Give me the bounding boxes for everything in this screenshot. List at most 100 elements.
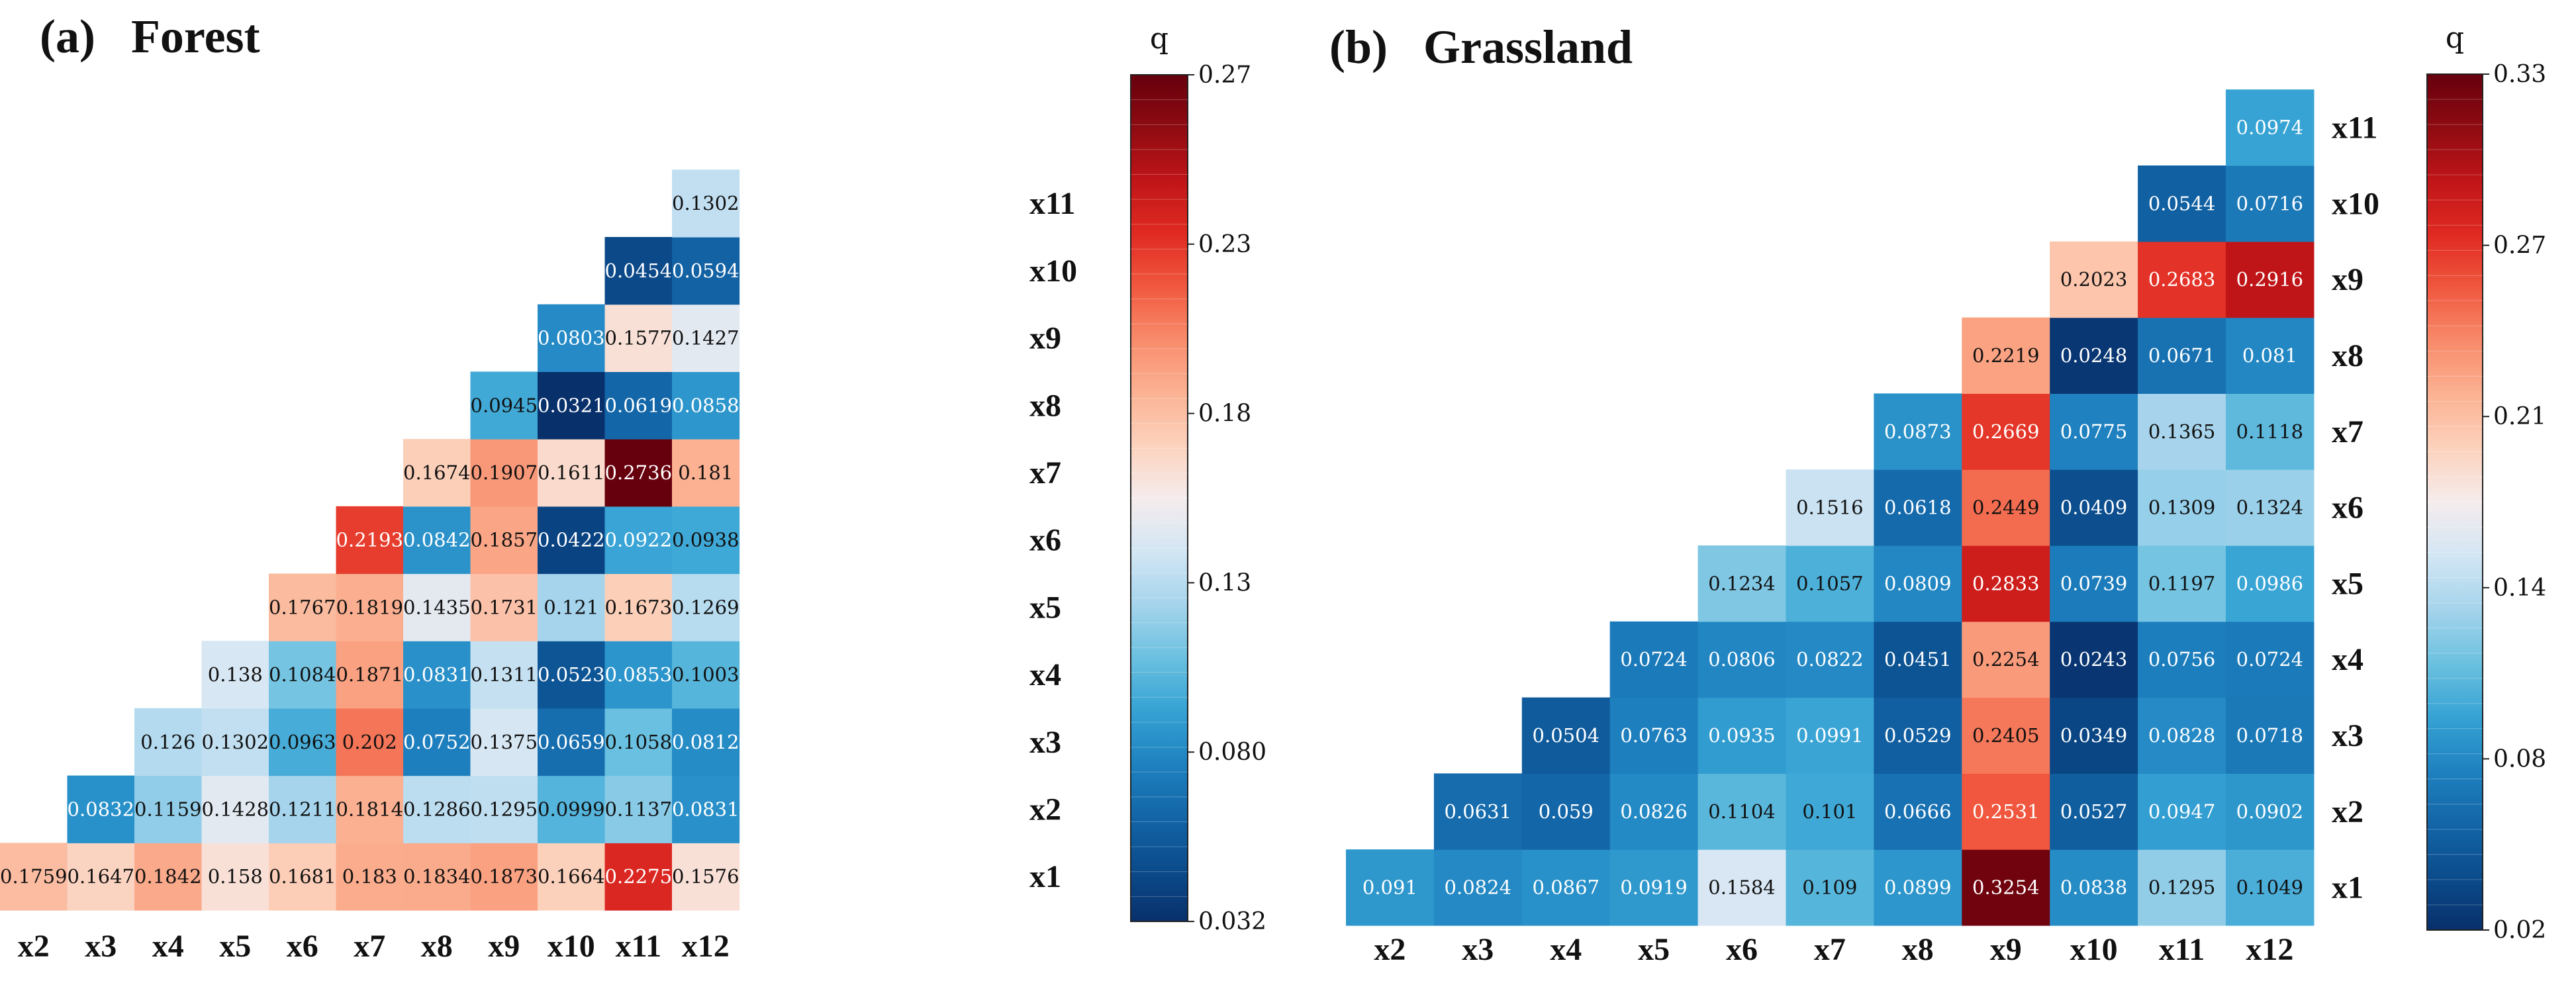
heatmap-cell bbox=[201, 641, 269, 709]
heatmap-cell bbox=[470, 573, 538, 641]
cell-value-label: 0.1118 bbox=[2236, 420, 2303, 443]
heatmap-cell bbox=[538, 439, 606, 507]
heatmap-cell bbox=[538, 775, 606, 843]
heatmap-cell bbox=[2050, 773, 2138, 850]
cell-value-label: 0.1057 bbox=[1796, 572, 1863, 594]
cell-value-label: 0.1873 bbox=[471, 865, 538, 888]
cell-value-label: 0.0935 bbox=[1708, 724, 1775, 747]
heatmap-cell bbox=[2138, 697, 2226, 774]
cell-value-label: 0.0618 bbox=[1884, 496, 1951, 519]
cell-value-label: 0.1611 bbox=[538, 461, 604, 484]
heatmap-cell bbox=[2138, 849, 2226, 926]
x-tick-label: x9 bbox=[1990, 932, 2022, 967]
grassland-heatmap: 0.091 0.0824 0.0867 0.0919 0.1584 0.109 0.0899… bbox=[1346, 21, 2546, 967]
heatmap-cell bbox=[336, 573, 404, 641]
colorbar bbox=[1130, 74, 1188, 922]
cell-value-label: 0.1814 bbox=[336, 798, 403, 820]
cell-value-label: 0.138 bbox=[208, 663, 263, 686]
cell-value-label: 0.0853 bbox=[605, 663, 672, 686]
y-tick-label: x6 bbox=[2332, 490, 2363, 526]
heatmap-cell bbox=[336, 843, 404, 911]
cell-value-label: 0.0454 bbox=[605, 259, 672, 282]
x-tick-label: x10 bbox=[548, 929, 595, 964]
heatmap-cell bbox=[2226, 241, 2314, 318]
heatmap-cell bbox=[2050, 849, 2138, 926]
heatmap-cell bbox=[1874, 697, 1962, 774]
cell-value-label: 0.1084 bbox=[269, 663, 336, 686]
colorbar-tick-label: 0.08 bbox=[2493, 745, 2546, 772]
cell-value-label: 0.0724 bbox=[2236, 648, 2303, 671]
cell-value-label: 0.0321 bbox=[538, 394, 604, 416]
colorbar-tick-label: 0.23 bbox=[1198, 231, 1251, 258]
heatmap-cell bbox=[403, 506, 471, 575]
heatmap-cell bbox=[2138, 317, 2226, 394]
cell-value-label: 0.0831 bbox=[403, 663, 470, 686]
cell-value-label: 0.1197 bbox=[2148, 572, 2215, 594]
heatmap-cell bbox=[470, 641, 538, 709]
heatmap-cell bbox=[1962, 393, 2050, 470]
cell-value-label: 0.0938 bbox=[672, 529, 739, 551]
cell-value-label: 0.126 bbox=[140, 731, 195, 753]
heatmap-cell bbox=[1874, 393, 1962, 470]
heatmap-cell bbox=[1786, 697, 1874, 774]
cell-value-label: 0.0752 bbox=[403, 731, 470, 753]
y-tick-label: x11 bbox=[1029, 186, 1075, 221]
cell-value-label: 0.1375 bbox=[471, 731, 538, 753]
cell-value-label: 0.2683 bbox=[2148, 268, 2215, 291]
cell-value-label: 0.121 bbox=[544, 596, 598, 618]
colorbar-tick-label: 0.032 bbox=[1198, 908, 1266, 935]
cell-value-label: 0.0724 bbox=[1620, 648, 1687, 671]
cell-value-label: 0.1673 bbox=[605, 596, 672, 618]
heatmap-cell bbox=[538, 843, 606, 911]
heatmap-cell bbox=[201, 708, 269, 776]
heatmap-cell bbox=[2138, 545, 2226, 622]
heatmap-cell bbox=[2138, 393, 2226, 470]
cell-value-label: 0.0718 bbox=[2236, 724, 2303, 747]
cell-value-label: 0.1516 bbox=[1796, 496, 1863, 519]
heatmap-cell bbox=[1874, 621, 1962, 698]
heatmap-cell bbox=[2226, 165, 2314, 242]
forest-heatmap: 0.1759 0.1647 0.1842 0.158 0.1681 0.183 0.1834… bbox=[0, 22, 1266, 964]
cell-value-label: 0.202 bbox=[342, 731, 397, 753]
cell-value-label: 0.091 bbox=[1362, 876, 1417, 899]
x-tick-label: x11 bbox=[2159, 932, 2205, 967]
y-tick-label: x4 bbox=[2332, 642, 2363, 677]
heatmap-cell bbox=[470, 708, 538, 776]
cell-value-label: 0.2669 bbox=[1972, 420, 2039, 443]
cell-value-label: 0.1857 bbox=[471, 529, 538, 551]
heatmap-cell bbox=[2050, 545, 2138, 622]
heatmap-cell bbox=[2050, 621, 2138, 698]
colorbar-title: q bbox=[1150, 22, 1169, 56]
cell-value-label: 0.2531 bbox=[1972, 800, 2039, 823]
cell-value-label: 0.1104 bbox=[1708, 800, 1775, 823]
cell-value-label: 0.0775 bbox=[2060, 420, 2127, 443]
heatmap-cell bbox=[470, 506, 538, 575]
cell-value-label: 0.1842 bbox=[134, 865, 201, 888]
heatmap-cell bbox=[2226, 697, 2314, 774]
panel-b-title: (b) Grassland bbox=[1329, 20, 1633, 75]
cell-value-label: 0.1767 bbox=[269, 596, 336, 618]
cell-value-label: 0.1159 bbox=[134, 798, 201, 820]
colorbar-tick-label: 0.14 bbox=[2493, 575, 2546, 602]
heatmap-cell bbox=[1786, 469, 1874, 546]
heatmap-cell bbox=[1874, 545, 1962, 622]
cell-value-label: 0.1058 bbox=[605, 731, 672, 753]
y-tick-label: x4 bbox=[1029, 657, 1061, 692]
panel-a-title: (a) Forest bbox=[40, 9, 260, 64]
cell-value-label: 0.1309 bbox=[2148, 496, 2215, 519]
heatmap-cell bbox=[604, 304, 673, 372]
cell-value-label: 0.0248 bbox=[2060, 344, 2127, 367]
cell-value-label: 0.1759 bbox=[0, 865, 67, 888]
cell-value-label: 0.0991 bbox=[1796, 724, 1863, 747]
y-tick-label: x6 bbox=[1029, 523, 1061, 558]
heatmap-cell bbox=[2226, 545, 2314, 622]
cell-value-label: 0.0858 bbox=[672, 394, 739, 416]
heatmap-cell bbox=[672, 843, 740, 911]
heatmap-cell bbox=[269, 573, 337, 641]
heatmap-cell bbox=[2226, 469, 2314, 546]
cell-value-label: 0.0809 bbox=[1884, 572, 1951, 594]
y-tick-label: x3 bbox=[2332, 718, 2363, 753]
heatmap-cell bbox=[1521, 697, 1611, 774]
x-tick-label: x11 bbox=[616, 929, 661, 964]
heatmap-cell bbox=[538, 304, 606, 372]
